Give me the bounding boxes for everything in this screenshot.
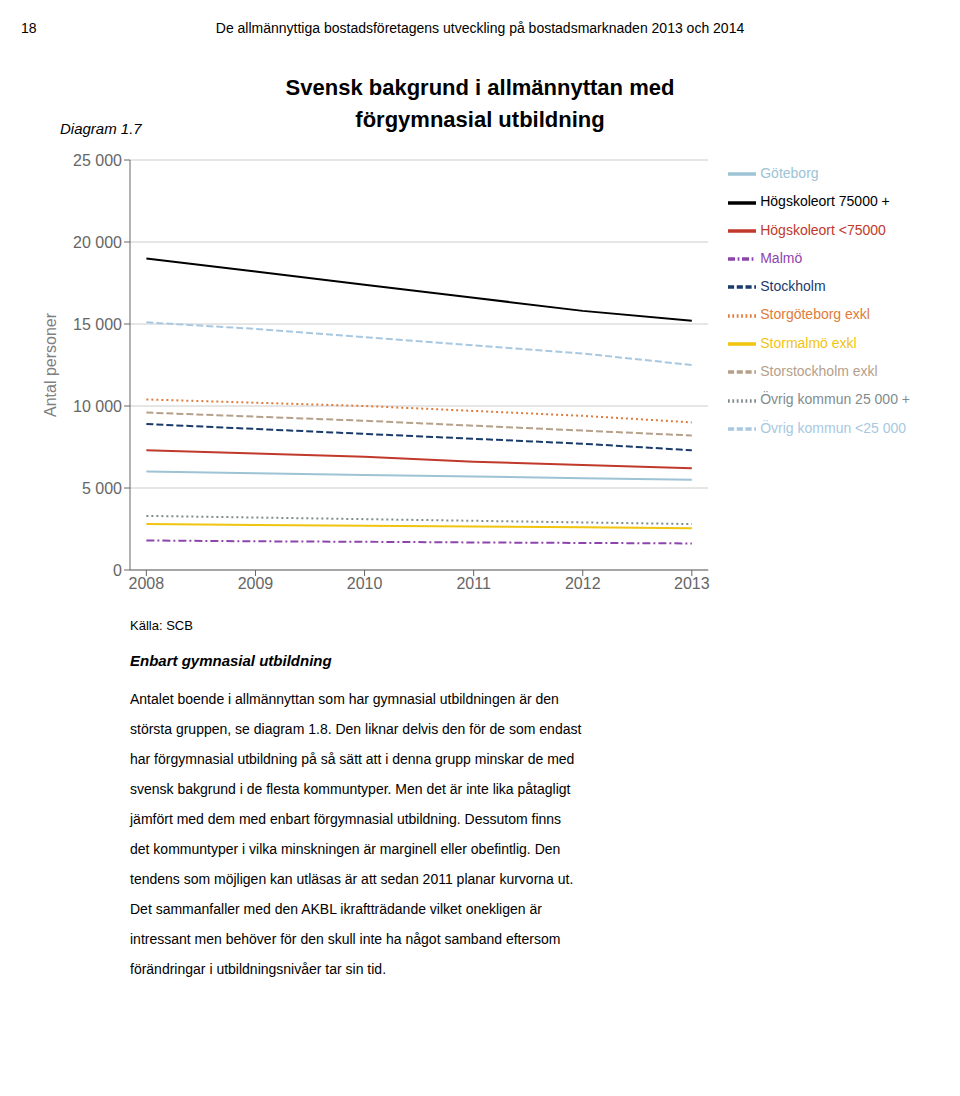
svg-text:2008: 2008 bbox=[129, 575, 165, 592]
html-text:Göteborg: Göteborg bbox=[760, 165, 819, 181]
html-text:svensk bakgrund i de flesta ko: svensk bakgrund i de flesta kommuntyper.… bbox=[130, 781, 571, 797]
html-text:Malmö: Malmö bbox=[760, 249, 803, 266]
html-text:Högskoleort <75000: Högskoleort <75000 bbox=[760, 221, 886, 238]
html-text:18: 18 bbox=[21, 20, 37, 36]
html-text:Svensk bakgrund i allmännyttan: Svensk bakgrund i allmännyttan med bbox=[285, 75, 675, 100]
html-text:De allmännyttiga bostadsföreta: De allmännyttiga bostadsföretagens utvec… bbox=[215, 20, 745, 36]
html-text:förgymnasial utbildning: förgymnasial utbildning bbox=[355, 107, 605, 132]
html-text:jämfört med dem med enbart för: jämfört med dem med enbart förgymnasial … bbox=[130, 811, 562, 827]
html-text:Diagram 1.7: Diagram 1.7 bbox=[60, 120, 142, 137]
html-text:Det sammanfaller med den AKBL: Det sammanfaller med den AKBL ikraftträd… bbox=[130, 901, 542, 917]
svg-text:2013: 2013 bbox=[674, 575, 710, 592]
html-text:har förgymnasial utbildning på: har förgymnasial utbildning på så sätt a… bbox=[130, 751, 575, 767]
svg-text:Antal personer: Antal personer bbox=[42, 312, 59, 417]
html-text:förändringar i utbildningsnivå: förändringar i utbildningsnivåer tar sin… bbox=[130, 961, 386, 977]
html-text:det kommuntyper i vilka minskn: det kommuntyper i vilka minskningen är m… bbox=[130, 841, 561, 857]
svg-text:20 000: 20 000 bbox=[73, 234, 122, 251]
svg-text:10 000: 10 000 bbox=[73, 398, 122, 415]
svg-text:15 000: 15 000 bbox=[73, 316, 122, 333]
html-text:Övrig kommun 25 000 +: Övrig kommun 25 000 + bbox=[760, 391, 910, 408]
html-text:största gruppen, se diagram 1.: största gruppen, se diagram 1.8. Den lik… bbox=[130, 721, 582, 737]
html-text:Storgöteborg exkl: Storgöteborg exkl bbox=[760, 306, 870, 323]
html-text:Storstockholm exkl: Storstockholm exkl bbox=[760, 363, 878, 380]
html-text:Källa: SCB: Källa: SCB bbox=[130, 618, 193, 633]
svg-text:2011: 2011 bbox=[456, 575, 491, 592]
html-text:Högskoleort 75000 +: Högskoleort 75000 + bbox=[760, 193, 890, 210]
svg-text:5 000: 5 000 bbox=[82, 480, 122, 497]
html-text:Stockholm: Stockholm bbox=[760, 278, 826, 295]
html-text:Antalet boende i allmännyttan: Antalet boende i allmännyttan som har gy… bbox=[130, 691, 559, 707]
html-text:Övrig kommun <25 000: Övrig kommun <25 000 bbox=[760, 419, 907, 436]
html-text:tendens som möjligen kan utläs: tendens som möjligen kan utläsas är att … bbox=[130, 871, 574, 887]
svg-text:25 000: 25 000 bbox=[73, 152, 122, 169]
svg-text:2012: 2012 bbox=[565, 575, 601, 592]
html-text:intressant men behöver för den: intressant men behöver för den skull int… bbox=[130, 931, 561, 947]
html-text:Enbart gymnasial utbildning: Enbart gymnasial utbildning bbox=[130, 652, 332, 669]
svg-text:2010: 2010 bbox=[347, 575, 383, 592]
svg-text:0: 0 bbox=[113, 562, 122, 579]
html-text:Stormalmö exkl: Stormalmö exkl bbox=[760, 334, 857, 351]
svg-text:2009: 2009 bbox=[238, 575, 274, 592]
